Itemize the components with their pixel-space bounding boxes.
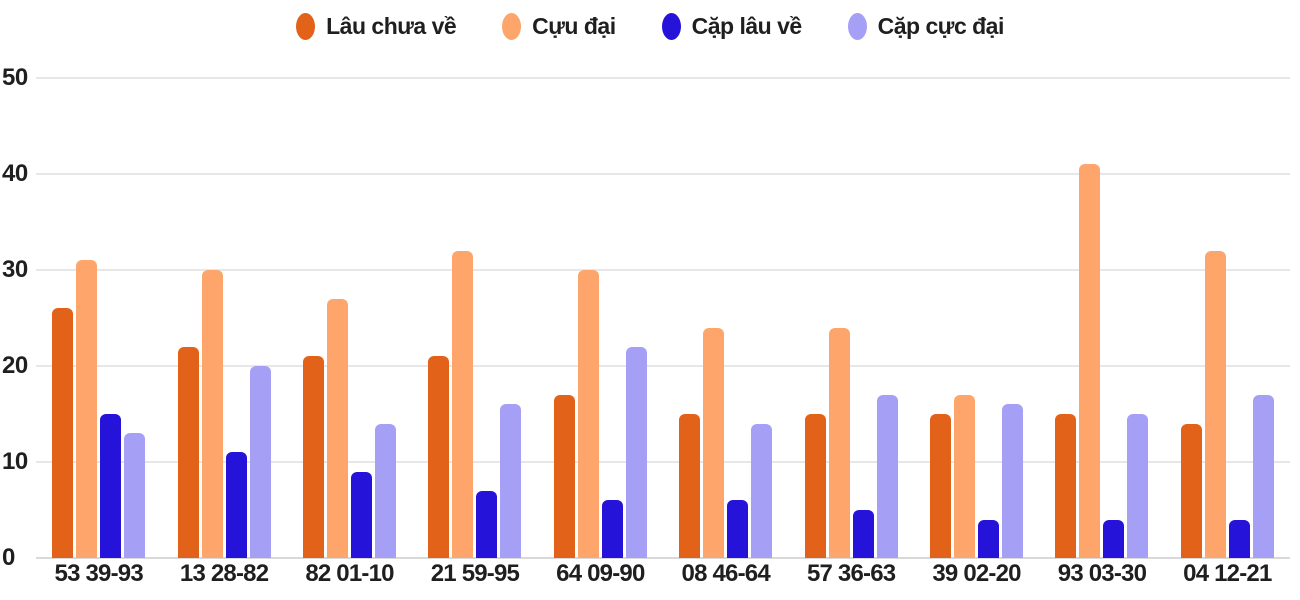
bar-Cặp lâu về-04 12-21[interactable]	[1228, 519, 1250, 558]
gridline-30	[36, 269, 1290, 271]
bar-Cựu đại-08 46-64[interactable]	[703, 327, 725, 558]
legend-swatch-icon	[661, 12, 681, 40]
x-tick-label-2: 82 01-10	[305, 560, 394, 587]
bar-Cặp lâu về-39 02-20[interactable]	[978, 519, 1000, 558]
bar-Lâu chưa về-57 36-63[interactable]	[804, 414, 826, 558]
y-tick-label-20: 20	[2, 352, 28, 379]
bar-Cặp cực đại-93 03-30[interactable]	[1127, 414, 1149, 558]
bar-Cặp cực đại-13 28-82[interactable]	[249, 366, 271, 558]
gridline-50	[36, 77, 1290, 79]
legend-swatch-icon	[296, 12, 316, 40]
legend-swatch-icon	[502, 12, 522, 40]
bar-group-39 02-20	[914, 78, 1039, 558]
bar-Lâu chưa về-13 28-82[interactable]	[177, 346, 199, 558]
y-tick-label-0: 0	[2, 544, 15, 571]
x-tick-label-0: 53 39-93	[54, 560, 144, 587]
y-tick-label-50: 50	[2, 64, 28, 91]
bar-Lâu chưa về-64 09-90[interactable]	[553, 394, 575, 558]
gridline-10	[36, 461, 1290, 463]
bar-Lâu chưa về-04 12-21[interactable]	[1180, 423, 1202, 558]
plot-area	[36, 77, 1290, 559]
bar-Cặp lâu về-82 01-10[interactable]	[351, 471, 373, 558]
bar-Cặp lâu về-53 39-93[interactable]	[100, 414, 122, 558]
legend-item-2[interactable]: Cặp lâu về	[661, 12, 803, 40]
bar-Cặp lâu về-64 09-90[interactable]	[601, 500, 623, 558]
legend-label: Cặp lâu về	[691, 12, 803, 39]
bar-Lâu chưa về-53 39-93[interactable]	[52, 308, 74, 558]
bar-Cựu đại-53 39-93[interactable]	[76, 260, 98, 558]
y-tick-label-30: 30	[2, 256, 28, 283]
bar-Cựu đại-93 03-30[interactable]	[1079, 164, 1101, 558]
y-axis: 0 10 20 30 40 50	[2, 64, 36, 571]
bar-group-21 59-95	[412, 78, 537, 558]
gridline-0	[36, 557, 1290, 559]
gridline-20	[36, 365, 1290, 367]
legend-label: Cựu đại	[532, 12, 616, 39]
chart-legend: Lâu chưa về Cựu đại Cặp lâu về Cặp cực đại	[0, 4, 1300, 48]
x-tick-label-6: 57 36-63	[806, 560, 896, 587]
legend-swatch-icon	[847, 12, 867, 40]
bar-Lâu chưa về-08 46-64[interactable]	[679, 414, 701, 558]
legend-item-0[interactable]: Lâu chưa về	[296, 12, 457, 40]
bar-Cặp cực đại-04 12-21[interactable]	[1252, 394, 1274, 558]
bar-Cặp lâu về-93 03-30[interactable]	[1103, 519, 1125, 558]
y-tick-label-40: 40	[2, 160, 28, 187]
bar-Cặp cực đại-53 39-93[interactable]	[124, 433, 146, 558]
bar-group-53 39-93	[36, 78, 161, 558]
x-tick-label-3: 21 59-95	[430, 560, 520, 587]
bar-Lâu chưa về-93 03-30[interactable]	[1055, 414, 1077, 558]
bar-Cựu đại-64 09-90[interactable]	[577, 270, 599, 558]
x-tick-label-5: 08 46-64	[681, 560, 771, 587]
x-tick-label-8: 93 03-30	[1057, 560, 1147, 587]
bar-Cặp lâu về-08 46-64[interactable]	[727, 500, 749, 558]
bar-Cặp cực đại-82 01-10[interactable]	[375, 423, 397, 558]
bar-group-64 09-90	[538, 78, 663, 558]
bar-Cặp cực đại-57 36-63[interactable]	[876, 394, 898, 558]
bar-Cặp cực đại-08 46-64[interactable]	[751, 423, 773, 558]
bar-group-57 36-63	[788, 78, 913, 558]
bar-Lâu chưa về-21 59-95[interactable]	[428, 356, 450, 558]
bar-group-04 12-21	[1165, 78, 1290, 558]
bar-Lâu chưa về-39 02-20[interactable]	[930, 414, 952, 558]
x-tick-label-4: 64 09-90	[556, 560, 645, 587]
bar-group-93 03-30	[1039, 78, 1164, 558]
gridline-40	[36, 173, 1290, 175]
bar-Cựu đại-57 36-63[interactable]	[828, 327, 850, 558]
legend-label: Lâu chưa về	[326, 12, 457, 39]
bar-Cặp lâu về-13 28-82[interactable]	[225, 452, 247, 558]
bar-Cựu đại-04 12-21[interactable]	[1204, 250, 1226, 558]
x-tick-label-1: 13 28-82	[179, 560, 269, 587]
x-tick-label-9: 04 12-21	[1183, 560, 1272, 587]
bar-Cặp cực đại-21 59-95[interactable]	[500, 404, 522, 558]
bar-Lâu chưa về-82 01-10[interactable]	[303, 356, 325, 558]
bar-Cựu đại-39 02-20[interactable]	[954, 394, 976, 558]
x-axis: 53 39-93 13 28-82 82 01-10 21 59-95 64 09-90…	[36, 560, 1290, 588]
bar-Cựu đại-82 01-10[interactable]	[327, 298, 349, 558]
legend-label: Cặp cực đại	[877, 12, 1005, 39]
bar-group-82 01-10	[287, 78, 412, 558]
bar-groups	[36, 78, 1290, 558]
bar-group-13 28-82	[161, 78, 286, 558]
legend-item-1[interactable]: Cựu đại	[502, 12, 616, 40]
y-tick-label-10: 10	[2, 448, 28, 475]
bar-Cặp cực đại-39 02-20[interactable]	[1002, 404, 1024, 558]
legend-item-3[interactable]: Cặp cực đại	[847, 12, 1005, 40]
bar-Cặp cực đại-64 09-90[interactable]	[625, 346, 647, 558]
bar-group-08 46-64	[663, 78, 788, 558]
bar-Cựu đại-13 28-82[interactable]	[201, 270, 223, 558]
bar-Cặp lâu về-57 36-63[interactable]	[852, 510, 874, 558]
x-tick-label-7: 39 02-20	[932, 560, 1021, 587]
bar-Cựu đại-21 59-95[interactable]	[452, 250, 474, 558]
bar-Cặp lâu về-21 59-95[interactable]	[476, 490, 498, 558]
